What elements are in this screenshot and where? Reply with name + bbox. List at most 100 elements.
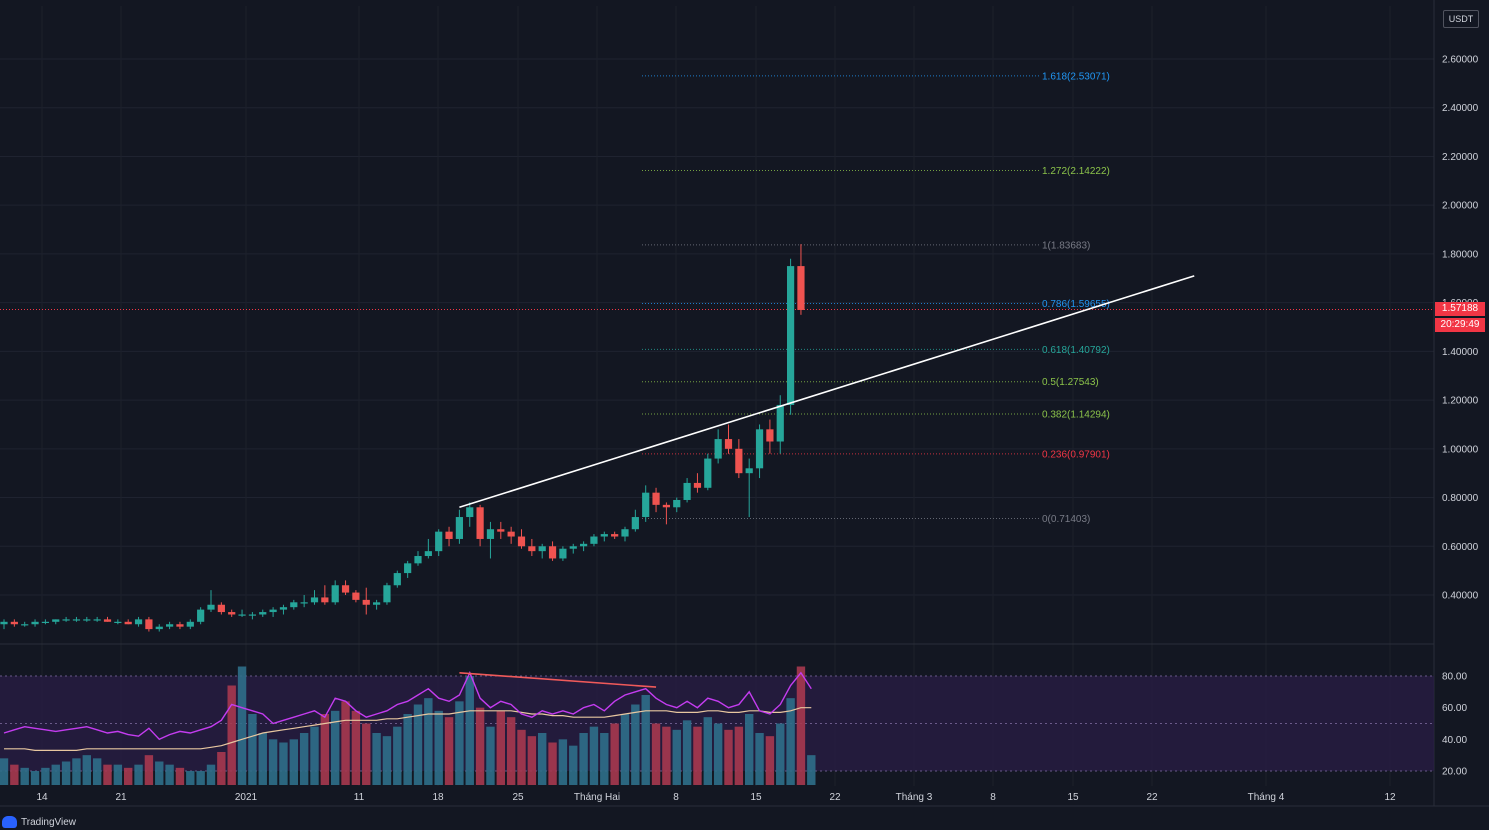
footer-bar — [0, 813, 1489, 830]
rsi-bar-38 — [393, 726, 402, 785]
candle-body-31 — [321, 597, 329, 603]
candle-24 — [248, 612, 256, 620]
rsi-bar-3 — [30, 771, 40, 785]
candle-body-33 — [341, 585, 350, 593]
candle-10 — [103, 616, 112, 622]
rsi-bar-10 — [103, 764, 112, 785]
time-tick-10: Tháng 3 — [896, 792, 933, 803]
trendline[interactable] — [459, 275, 1195, 509]
candle-body-66 — [683, 482, 691, 500]
currency-badge[interactable]: USDT — [1443, 10, 1479, 28]
fib-label-7: 0.236(0.97901) — [1042, 449, 1110, 460]
rsi-bar-46 — [475, 707, 485, 785]
rsi-bar-39 — [403, 714, 412, 785]
candle-body-23 — [238, 614, 246, 616]
rsi-ma-line — [4, 707, 812, 752]
candle-70 — [724, 424, 733, 454]
rsi-bar-75 — [776, 723, 785, 785]
candle-body-24 — [248, 614, 256, 616]
rsi-bar-42 — [434, 710, 443, 785]
rsi-bar-55 — [569, 745, 578, 785]
rsi-tick-1: 60.00 — [1442, 703, 1467, 714]
fibonacci-levels[interactable]: 1.618(2.53071) 1.272(2.14222) 1(1.83683) 0.… — [0, 71, 1434, 525]
rsi-bar-2 — [20, 767, 29, 785]
rsi-bar-58 — [600, 733, 609, 785]
candle-48 — [497, 521, 505, 539]
candle-34 — [352, 590, 360, 603]
rsi-bar-36 — [372, 733, 381, 785]
candle-21 — [217, 602, 225, 615]
rsi-bar-20 — [206, 764, 216, 785]
rsi-bar-25 — [258, 733, 267, 785]
candle-2 — [21, 621, 29, 627]
candle-40 — [414, 551, 422, 566]
candle-body-28 — [290, 602, 298, 608]
fib-label-4: 0.618(1.40792) — [1042, 345, 1110, 356]
candle-body-76 — [787, 266, 795, 405]
rsi-bar-50 — [517, 729, 526, 785]
candle-63 — [652, 487, 660, 513]
time-axis[interactable]: 14 21 2021 11 18 25 Tháng Hai 8 15 22 Tháng 3 8 15 22… — [0, 792, 1489, 807]
rsi-bar-70 — [724, 729, 733, 785]
candle-72 — [745, 458, 753, 518]
candle-body-65 — [673, 499, 681, 508]
candle-body-62 — [642, 492, 650, 518]
candle-30 — [310, 590, 319, 605]
price-tick-10: 0.60000 — [1442, 542, 1479, 553]
fib-label-5: 0.5(1.27543) — [1042, 377, 1099, 388]
time-tick-15: 12 — [1384, 792, 1396, 803]
candle-16 — [166, 621, 174, 630]
rsi-bar-31 — [320, 714, 330, 785]
rsi-bar-28 — [289, 739, 298, 785]
candle-body-8 — [83, 619, 91, 621]
rsi-bar-6 — [61, 761, 71, 785]
candle-41 — [424, 538, 432, 559]
candlestick-series[interactable] — [0, 244, 805, 632]
rsi-bar-53 — [548, 742, 557, 785]
candle-14 — [145, 616, 153, 632]
candle-body-6 — [62, 619, 70, 621]
rsi-bar-63 — [651, 723, 661, 785]
candle-body-12 — [124, 621, 132, 625]
candle-33 — [341, 580, 350, 595]
candle-body-19 — [197, 609, 205, 622]
candle-body-53 — [548, 546, 557, 559]
rsi-bar-56 — [579, 733, 588, 785]
time-tick-7: 8 — [673, 792, 679, 803]
candle-49 — [507, 526, 515, 544]
price-axis-bg — [1435, 0, 1489, 806]
rsi-indicator[interactable] — [0, 666, 816, 786]
candle-19 — [197, 607, 205, 625]
candle-body-15 — [155, 626, 163, 630]
candle-body-45 — [466, 507, 474, 518]
candle-body-29 — [300, 602, 308, 604]
rsi-bar-8 — [82, 755, 91, 785]
rsi-bar-47 — [486, 726, 495, 785]
candle-body-2 — [21, 624, 29, 626]
candle-61 — [631, 509, 639, 532]
candle-body-60 — [621, 529, 629, 537]
rsi-bar-65 — [672, 729, 681, 785]
candle-body-48 — [497, 529, 505, 532]
candle-68 — [704, 453, 712, 491]
candle-60 — [621, 526, 629, 542]
tradingview-logo[interactable]: TradingView — [2, 815, 76, 829]
price-axis[interactable]: 2.600002.400002.200002.000001.800001.600… — [1435, 0, 1489, 806]
candle-62 — [642, 485, 650, 522]
candle-8 — [83, 616, 91, 622]
rsi-bar-7 — [72, 758, 81, 785]
rsi-bar-60 — [620, 714, 630, 785]
time-tick-14: Tháng 4 — [1248, 792, 1285, 803]
rsi-bar-74 — [765, 736, 775, 785]
candle-body-11 — [114, 621, 122, 623]
rsi-bar-71 — [734, 726, 744, 785]
candle-1 — [10, 619, 18, 627]
rsi-bar-9 — [92, 758, 102, 785]
candle-71 — [735, 439, 743, 479]
rsi-bar-61 — [631, 704, 640, 785]
candle-body-40 — [414, 556, 422, 564]
fib-label-8: 0(0.71403) — [1042, 514, 1090, 525]
rsi-bar-22 — [227, 685, 236, 785]
time-tick-1: 21 — [115, 792, 127, 803]
